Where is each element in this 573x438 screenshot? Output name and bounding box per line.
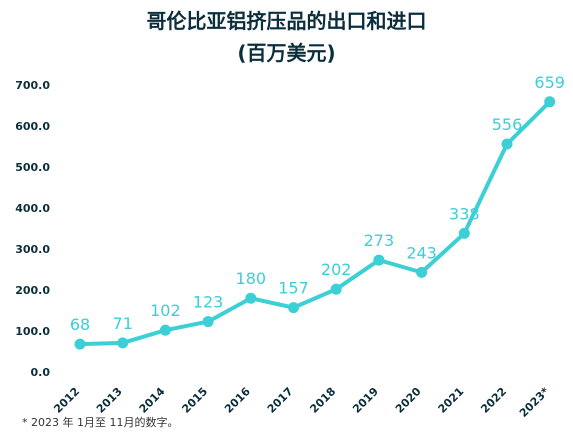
data-label: 659	[534, 73, 565, 92]
data-point	[544, 96, 556, 108]
data-label: 338	[449, 204, 480, 223]
x-tick-label: 2014	[137, 385, 168, 416]
x-tick-label: 2017	[265, 385, 296, 416]
x-tick-label: 2021	[436, 385, 467, 416]
y-tick-label: 400.0	[15, 202, 50, 215]
chart-footnote: * 2023 年 1月至 11月的数字。	[22, 416, 179, 429]
data-point	[245, 292, 257, 304]
x-tick-label: 2022	[478, 385, 509, 416]
data-label: 123	[193, 293, 224, 312]
data-label: 180	[236, 269, 267, 288]
data-label: 202	[321, 260, 352, 279]
x-tick-label: 2015	[179, 385, 210, 416]
data-point	[202, 316, 214, 328]
data-point	[373, 254, 385, 266]
data-label: 102	[150, 301, 181, 320]
y-tick-label: 200.0	[15, 284, 50, 297]
x-tick-label: 2012	[51, 385, 82, 416]
data-point	[501, 138, 513, 150]
series-line	[78, 99, 552, 347]
data-label: 273	[364, 231, 395, 250]
y-tick-label: 500.0	[15, 161, 50, 174]
x-tick-label: 2016	[222, 385, 253, 416]
y-tick-label: 300.0	[15, 243, 50, 256]
data-label: 556	[492, 115, 523, 134]
data-point	[159, 324, 171, 336]
data-label: 243	[406, 243, 437, 262]
data-point	[330, 283, 342, 295]
data-point	[117, 337, 129, 349]
y-tick-label: 100.0	[15, 325, 50, 338]
y-tick-label: 700.0	[15, 79, 50, 92]
chart-title: 哥伦比亚铝挤压品的出口和进口	[146, 9, 427, 33]
data-point	[288, 302, 299, 314]
chart-subtitle: (百万美元)	[237, 41, 336, 65]
y-tick-label: 0.0	[31, 366, 51, 379]
x-tick-label: 2013	[94, 385, 125, 416]
data-label: 157	[278, 279, 309, 298]
x-tick-label: 2023*	[517, 385, 552, 420]
y-tick-label: 600.0	[15, 120, 50, 133]
data-point	[74, 338, 86, 350]
data-point	[458, 227, 470, 239]
x-tick-label: 2019	[350, 385, 381, 416]
x-tick-label: 2020	[393, 385, 424, 416]
data-label: 71	[113, 314, 133, 333]
data-point	[416, 266, 428, 278]
data-label: 68	[70, 315, 90, 334]
x-tick-label: 2018	[307, 385, 338, 416]
